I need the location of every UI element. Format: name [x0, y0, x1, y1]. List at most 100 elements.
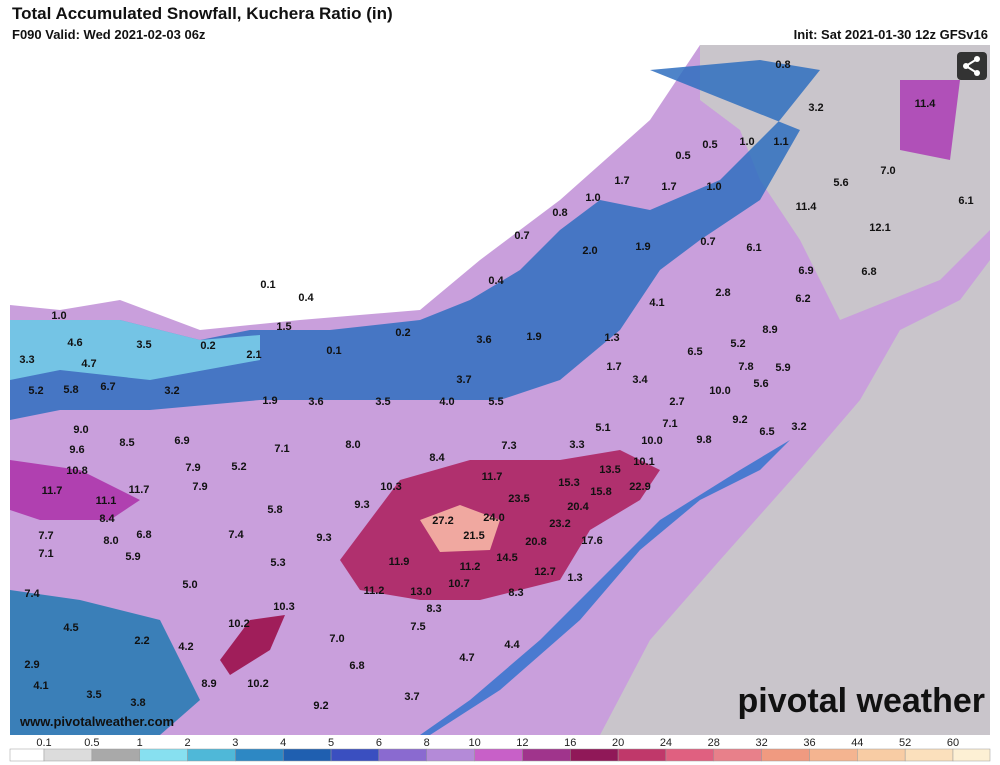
map-value-label: 1.5	[276, 321, 291, 333]
map-value-label: 24.0	[483, 512, 504, 524]
colorbar-cell	[474, 748, 523, 762]
map-value-label: 10.2	[247, 678, 268, 690]
colorbar-cell	[713, 748, 762, 762]
map-value-label: 9.2	[313, 700, 328, 712]
map-value-label: 5.2	[730, 338, 745, 350]
map-value-label: 14.5	[496, 552, 517, 564]
map-value-label: 4.5	[63, 622, 78, 634]
map-value-label: 3.3	[569, 439, 584, 451]
map-value-label: 10.1	[633, 456, 654, 468]
colorbar-cell	[617, 748, 667, 762]
map-value-label: 6.8	[349, 660, 364, 672]
map-value-label: 8.5	[119, 437, 134, 449]
map-value-label: 17.6	[581, 535, 602, 547]
map-value-label: 1.0	[585, 192, 600, 204]
map-value-label: 0.8	[775, 59, 790, 71]
map-value-label: 7.3	[501, 440, 516, 452]
share-button[interactable]	[957, 52, 987, 80]
map-value-label: 7.4	[24, 588, 40, 600]
map-value-label: 10.3	[273, 601, 294, 613]
map-value-label: 3.7	[456, 374, 471, 386]
map-value-label: 5.6	[833, 177, 848, 189]
map-value-label: 7.4	[228, 529, 244, 541]
map-value-label: 4.2	[178, 641, 193, 653]
map-value-label: 5.3	[270, 557, 285, 569]
map-value-label: 5.0	[182, 579, 197, 591]
map-value-label: 11.7	[42, 485, 63, 497]
map-value-label: 2.0	[582, 245, 597, 257]
map-value-label: 10.7	[448, 578, 469, 590]
map-value-label: 6.9	[798, 265, 813, 277]
map-value-label: 6.2	[795, 293, 810, 305]
map-value-label: 2.9	[24, 659, 39, 671]
colorbar-label: 52	[899, 737, 911, 749]
map-value-label: 7.1	[662, 418, 677, 430]
colorbar-cell	[952, 748, 991, 762]
map-value-label: 9.0	[73, 424, 88, 436]
map-value-label: 8.3	[426, 603, 441, 615]
map-value-label: 8.0	[345, 439, 360, 451]
map-value-label: 3.8	[130, 697, 145, 709]
map-value-label: 6.7	[100, 381, 115, 393]
map-value-label: 3.2	[808, 102, 823, 114]
map-value-label: 3.5	[136, 339, 151, 351]
map-fields	[10, 45, 990, 735]
colorbar-cell	[522, 748, 571, 762]
map-value-label: 7.9	[192, 481, 207, 493]
colorbar-label: 6	[376, 737, 382, 749]
map-value-label: 15.3	[558, 477, 579, 489]
map-value-label: 2.8	[715, 287, 730, 299]
map-value-label: 8.3	[508, 587, 523, 599]
colorbar-label: 32	[756, 737, 768, 749]
map-value-label: 5.5	[488, 396, 503, 408]
colorbar-cell	[665, 748, 715, 762]
map-value-label: 6.1	[958, 195, 973, 207]
map-value-label: 0.1	[326, 345, 341, 357]
map-value-label: 4.7	[459, 652, 474, 664]
map-value-label: 6.1	[746, 242, 761, 254]
map-value-label: 4.0	[439, 396, 454, 408]
map-value-label: 1.1	[773, 136, 788, 148]
map-value-label: 11.2	[460, 561, 481, 573]
map-value-label: 7.7	[38, 530, 53, 542]
map-value-label: 7.5	[410, 621, 425, 633]
share-button-bg[interactable]	[957, 52, 987, 80]
map-value-label: 7.8	[738, 361, 753, 373]
map-value-label: 9.3	[354, 499, 369, 511]
colorbar-label: 2	[184, 737, 190, 749]
colorbar: 0.1 0.5 1 2 3 4 5 6 8 10 12 16 20 24 28 32 36 44 52 60	[0, 735, 1000, 765]
colorbar-label: 20	[612, 737, 624, 749]
map-value-label: 3.7	[404, 691, 419, 703]
colorbar-label: 4	[280, 737, 286, 749]
colorbar-label: 12	[516, 737, 528, 749]
map-value-label: 1.0	[706, 181, 721, 193]
map-value-label: 5.8	[267, 504, 282, 516]
map-value-label: 1.3	[604, 332, 619, 344]
colorbar-cell	[809, 748, 858, 762]
map-value-label: 0.4	[298, 292, 314, 304]
colorbar-label: 1	[137, 737, 143, 749]
colorbar-label: 44	[851, 737, 863, 749]
map-value-label: 1.0	[739, 136, 754, 148]
map-value-label: 3.2	[164, 385, 179, 397]
colorbar-label: 16	[564, 737, 576, 749]
map-value-label: 11.7	[129, 484, 150, 496]
map-value-label: 1.7	[606, 361, 621, 373]
colorbar-cell	[139, 748, 188, 762]
map-value-label: 9.8	[696, 434, 711, 446]
map-value-label: 10.8	[66, 465, 87, 477]
map-value-label: 6.9	[174, 435, 189, 447]
map-value-label: 4.1	[33, 680, 48, 692]
map-value-label: 8.4	[429, 452, 445, 464]
map-value-label: 23.5	[508, 493, 529, 505]
map-value-label: 1.0	[51, 310, 66, 322]
colorbar-cell	[570, 748, 619, 762]
map-value-label: 7.1	[274, 443, 289, 455]
init-time: Init: Sat 2021-01-30 12z GFSv16	[793, 27, 988, 42]
map-value-label: 2.7	[669, 396, 684, 408]
map-value-label: 15.8	[590, 486, 611, 498]
map-value-label: 20.8	[525, 536, 546, 548]
map-value-label: 3.2	[791, 421, 806, 433]
map-value-label: 1.7	[661, 181, 676, 193]
